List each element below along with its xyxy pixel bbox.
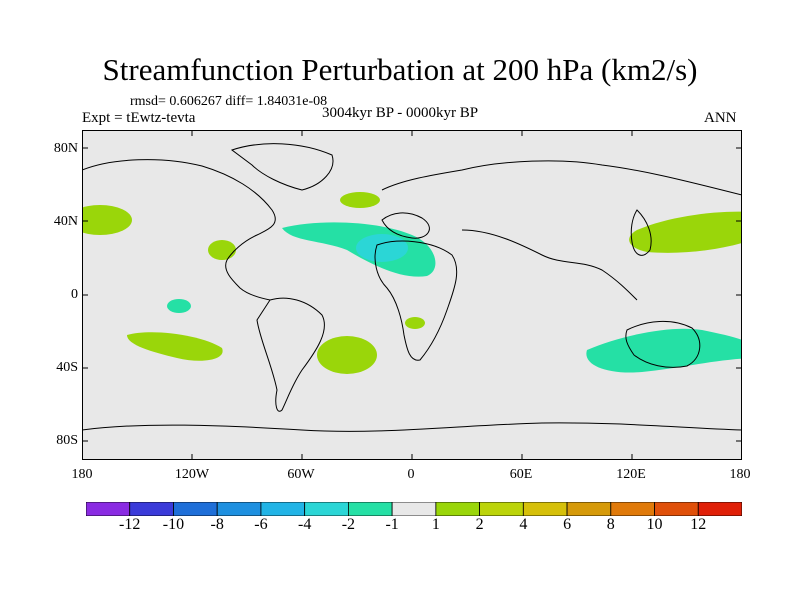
colorbar-swatch [566, 502, 612, 516]
season-label: ANN [704, 110, 737, 126]
greenland-coast [230, 143, 334, 191]
colorbar-label: -2 [341, 516, 356, 533]
tick-marks [82, 130, 742, 460]
patch-negative-strong [356, 234, 408, 262]
lat-tick-80n: 80N [53, 141, 78, 156]
colorbar-label: 6 [563, 516, 572, 533]
patch-positive [405, 317, 425, 329]
lon-tick-60w: 60W [287, 467, 315, 482]
colorbar-label: 2 [475, 516, 484, 533]
colorbar-label: 12 [690, 516, 707, 533]
colorbar-label: -1 [385, 516, 399, 533]
australia-coast [625, 320, 701, 368]
patch-positive [127, 332, 223, 361]
colorbar-swatch [260, 502, 306, 516]
colorbar-swatch [86, 502, 131, 516]
colorbar-label: -8 [210, 516, 224, 533]
coastlines [82, 143, 742, 432]
lat-tick-80s: 80S [56, 433, 78, 448]
colorbar-swatch [654, 502, 699, 516]
colorbar-label: 8 [606, 516, 615, 533]
colorbar-label: -12 [119, 516, 141, 533]
patch-positive [317, 336, 377, 374]
lon-tick-60e: 60E [509, 467, 533, 482]
colorbar-swatch [347, 502, 393, 516]
north-america-coast [82, 159, 276, 301]
lon-tick-180e: 180 [729, 467, 751, 482]
period-label: 3004kyr BP - 0000kyr BP [322, 105, 479, 121]
lat-tick-0: 0 [71, 287, 78, 302]
colorbar-label: 10 [646, 516, 663, 533]
colorbar-label: -4 [297, 516, 312, 533]
lon-tick-0: 0 [407, 467, 415, 482]
plot-title: Streamfunction Perturbation at 200 hPa (… [102, 52, 698, 87]
colorbar-label: -6 [254, 516, 268, 533]
colorbar-label: 4 [519, 516, 528, 533]
south-asia-coast [461, 229, 638, 301]
patch-negative [167, 299, 191, 313]
colorbar-label: 1 [431, 516, 440, 533]
lon-tick-120e: 120E [616, 467, 646, 482]
colorbar-swatch [697, 502, 742, 516]
lon-tick-120w: 120W [174, 467, 210, 482]
patch-negative [586, 328, 742, 373]
colorbar-swatch [173, 502, 218, 516]
colorbar-swatch [435, 502, 480, 516]
patch-positive [340, 192, 380, 208]
patch-positive [208, 240, 236, 260]
anomaly-patches [82, 192, 742, 374]
lon-tick-180w: 180 [71, 467, 93, 482]
colorbar-swatch [610, 502, 655, 516]
lat-tick-40s: 40S [56, 360, 78, 375]
colorbar-swatch [522, 502, 568, 516]
colorbar-swatch [479, 502, 524, 516]
patch-positive [629, 211, 742, 253]
stats-text: rmsd= 0.606267 diff= 1.84031e-08 [130, 94, 328, 109]
experiment-label: Expt = tEwtz-tevta [82, 110, 196, 126]
eurasia-north-coast [381, 160, 742, 196]
antarctica-coast [82, 422, 742, 432]
colorbar-swatch [304, 502, 349, 516]
colorbar [86, 502, 742, 516]
south-america-coast [256, 297, 325, 412]
colorbar-swatch [391, 502, 437, 516]
colorbar-swatch [129, 502, 174, 516]
europe-coast [381, 212, 430, 239]
patch-positive [82, 205, 132, 235]
east-asia-coast [630, 209, 652, 256]
map-plot [82, 130, 742, 460]
lat-tick-40n: 40N [53, 214, 78, 229]
colorbar-label: -10 [162, 516, 185, 533]
africa-coast [374, 240, 458, 361]
colorbar-swatch [216, 502, 262, 516]
